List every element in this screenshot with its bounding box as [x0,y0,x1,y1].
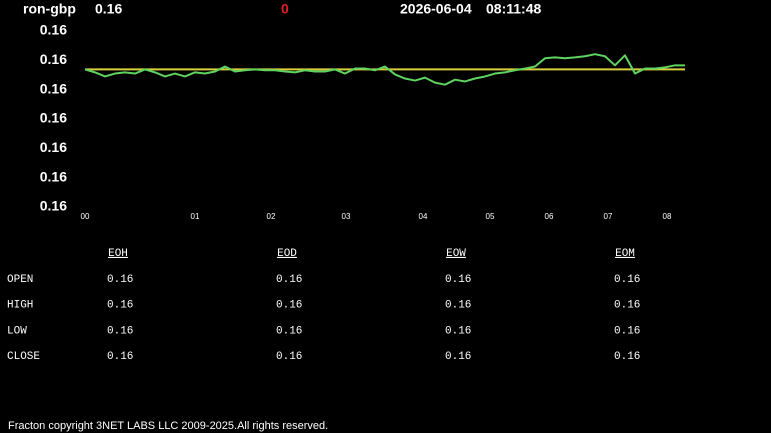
y-tick-label: 0.16 [40,80,67,96]
cell: 0.16 [614,300,640,312]
price-line [84,53,685,86]
symbol: ron-gbp [23,1,76,17]
cell: 0.16 [107,300,133,312]
cell: 0.16 [276,325,302,337]
row-label: OPEN [7,274,33,286]
x-tick-label: 05 [486,212,495,221]
y-tick-label: 0.16 [40,22,67,38]
cell: 0.16 [107,274,133,286]
cell: 0.16 [276,351,302,363]
cell: 0.16 [445,351,471,363]
time: 08:11:48 [486,1,541,17]
row-label: LOW [7,325,27,337]
y-tick-label: 0.16 [40,168,67,184]
cell: 0.16 [107,325,133,337]
cell: 0.16 [614,325,640,337]
y-tick-label: 0.16 [40,198,67,214]
x-tick-label: 04 [419,212,428,221]
cell: 0.16 [614,351,640,363]
cell: 0.16 [276,274,302,286]
column-header: EOD [277,248,297,260]
cell: 0.16 [614,274,640,286]
column-header: EOM [615,248,635,260]
y-tick-label: 0.16 [40,139,67,155]
x-tick-label: 07 [604,212,613,221]
date: 2026-06-04 [400,1,472,17]
x-tick-label: 03 [342,212,351,221]
x-tick-label: 06 [545,212,554,221]
cell: 0.16 [276,300,302,312]
cell: 0.16 [445,325,471,337]
cell: 0.16 [445,300,471,312]
x-tick-label: 00 [81,212,90,221]
column-header: EOH [108,248,128,260]
cell: 0.16 [107,351,133,363]
price: 0.16 [95,1,122,17]
column-header: EOW [446,248,466,260]
y-tick-label: 0.16 [40,51,67,67]
footer: Fracton copyright 3NET LABS LLC 2009-202… [8,420,328,432]
x-tick-label: 02 [267,212,276,221]
row-label: CLOSE [7,351,40,363]
y-tick-label: 0.16 [40,110,67,126]
x-tick-label: 01 [191,212,200,221]
cell: 0.16 [445,274,471,286]
x-tick-label: 08 [663,212,672,221]
change: 0 [281,1,289,17]
row-label: HIGH [7,300,33,312]
